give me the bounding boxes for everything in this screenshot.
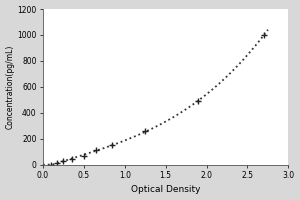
X-axis label: Optical Density: Optical Density — [131, 185, 200, 194]
Y-axis label: Concentration(pg/mL): Concentration(pg/mL) — [6, 45, 15, 129]
